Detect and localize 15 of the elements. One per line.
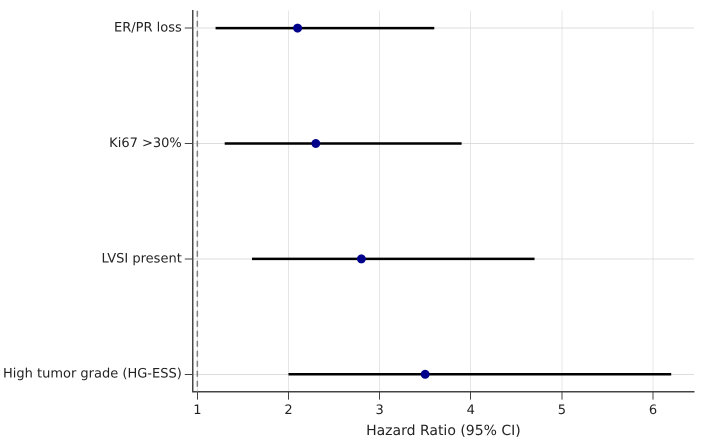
x-tick-label: 5 [558, 402, 566, 418]
y-tick-label: LVSI present [101, 251, 182, 266]
y-tick-label: Ki67 >30% [109, 136, 182, 151]
x-tick-label: 3 [375, 402, 384, 418]
x-tick-label: 1 [193, 402, 202, 418]
x-axis-title: Hazard Ratio (95% CI) [366, 423, 521, 440]
x-tick-label: 2 [284, 402, 293, 418]
x-tick-label: 4 [466, 402, 475, 418]
x-tick-label: 6 [648, 402, 658, 418]
y-tick-label: ER/PR loss [114, 20, 182, 36]
point [356, 254, 366, 264]
point [311, 139, 320, 148]
point [420, 370, 430, 379]
y-tick-label: High tumor grade (HG-ESS) [2, 366, 182, 382]
point [293, 24, 302, 33]
